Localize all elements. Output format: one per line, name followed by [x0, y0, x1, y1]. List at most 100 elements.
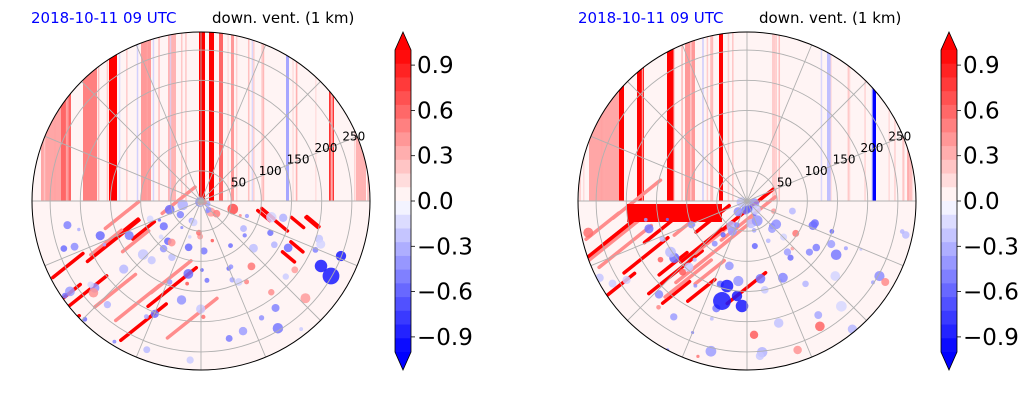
streak-cell — [657, 250, 689, 277]
colorbar-extend-max — [941, 32, 957, 50]
stripe-cell — [126, 32, 128, 201]
stripe-cell — [262, 32, 265, 201]
blob-cell — [95, 231, 105, 241]
radial-tick-label: 100 — [259, 164, 282, 178]
colorbar-segment — [395, 132, 411, 147]
stripe-cell — [185, 32, 187, 201]
radial-tick-label: 200 — [315, 141, 338, 155]
colorbar-tick-label: −0.9 — [417, 325, 473, 351]
blob-cell — [711, 240, 718, 247]
stripe-cell — [702, 32, 704, 201]
blob-cell — [186, 356, 194, 364]
streak-cell — [660, 279, 692, 305]
streak-cell — [113, 283, 162, 323]
blob-cell — [244, 213, 250, 219]
stripe-cell — [67, 32, 69, 201]
colorbar-segment — [941, 242, 957, 257]
stripe-cell — [706, 32, 709, 201]
blob-cell — [60, 245, 68, 252]
stripe-cell — [261, 32, 263, 201]
blob-cell — [749, 330, 759, 339]
colorbar-segment — [395, 242, 411, 257]
panel-left-colorbar-ticks: 0.9 0.6 0.3 0.0 −0.3 −0.6 −0.9 — [411, 53, 473, 351]
stripe-cell — [356, 32, 366, 201]
panel-left-polar-plot — [31, 31, 371, 371]
blob-cell — [733, 207, 743, 217]
blob-cell — [814, 311, 823, 320]
polar-frame — [31, 31, 371, 371]
colorbar-segment — [941, 269, 957, 284]
blob-cell — [836, 300, 847, 312]
blob-cell — [656, 304, 661, 310]
colorbar-tick-label: 0.0 — [417, 189, 454, 215]
blob-cell — [720, 279, 734, 293]
blob-cell — [692, 257, 697, 262]
colorbar-tick-label: −0.6 — [963, 280, 1019, 306]
blob-cell — [755, 351, 765, 361]
blob-cell — [644, 224, 654, 234]
stripe-cell — [169, 32, 172, 201]
blob-cell — [102, 242, 107, 247]
stripe-cell — [354, 32, 356, 201]
panel-left-title-date: 2018-10-11 09 UTC — [31, 9, 177, 27]
colorbar-segment — [395, 283, 411, 298]
blob-cell — [229, 277, 235, 283]
stripe-cell — [219, 32, 223, 201]
blob-cell — [185, 281, 189, 286]
blob-cell — [87, 281, 94, 288]
blob-cell — [279, 213, 288, 222]
streak-cell — [663, 258, 714, 299]
blob-cell — [731, 290, 743, 302]
stripe-cell — [180, 32, 183, 201]
grid-spoke — [590, 135, 904, 267]
blob-cell — [159, 222, 168, 231]
colorbar-tick-label: 0.6 — [963, 98, 1000, 124]
stripe-cell — [168, 32, 176, 201]
streak-cell — [586, 219, 640, 263]
blob-cell — [137, 249, 149, 260]
blob-cell — [792, 229, 800, 237]
blob-cell — [103, 301, 112, 309]
blob-cell — [205, 206, 212, 213]
stripe-cell — [727, 32, 730, 201]
blob-cell — [258, 315, 265, 321]
panel-right-title-variable: down. vent. (1 km) — [759, 9, 901, 27]
stripe-cell — [118, 32, 121, 201]
blob-cell — [65, 286, 75, 297]
colorbar-segment — [395, 297, 411, 312]
colorbar-segment — [395, 146, 411, 161]
streak-cell — [280, 250, 297, 264]
panel-left: 2018-10-11 09 UTC down. vent. (1 km) 50 1… — [31, 9, 473, 371]
colorbar-segment — [395, 173, 411, 188]
radial-tick-label: 250 — [342, 129, 365, 143]
blob-cell — [70, 242, 79, 251]
blob-cell — [312, 246, 319, 253]
stripe-cell — [199, 32, 205, 201]
blob-cell — [266, 212, 277, 223]
streak-cell — [273, 219, 290, 233]
streak-cell — [642, 217, 676, 245]
stripe-cell — [106, 32, 109, 201]
blob-cell — [88, 287, 99, 298]
streak-cell — [119, 302, 168, 343]
blob-cell — [665, 246, 676, 258]
blob-cell — [805, 248, 813, 256]
stripe-cell — [295, 32, 298, 201]
blob-cell — [176, 295, 187, 305]
polar-grid — [32, 32, 370, 370]
panel-right-colorbar — [940, 31, 958, 371]
stripe-cell — [673, 32, 675, 201]
blob-cell — [643, 217, 648, 222]
streak-cell — [686, 277, 717, 303]
blob-cell — [164, 204, 175, 215]
blob-cell — [271, 303, 280, 312]
stripe-cell — [158, 32, 160, 201]
blob-cell — [725, 261, 734, 271]
blob-cell — [608, 279, 617, 288]
blob-cell — [773, 318, 784, 328]
streak-cell — [51, 251, 85, 280]
blob-cell — [788, 207, 796, 215]
stripe-cell — [315, 32, 317, 201]
stripe-cell — [251, 32, 254, 201]
